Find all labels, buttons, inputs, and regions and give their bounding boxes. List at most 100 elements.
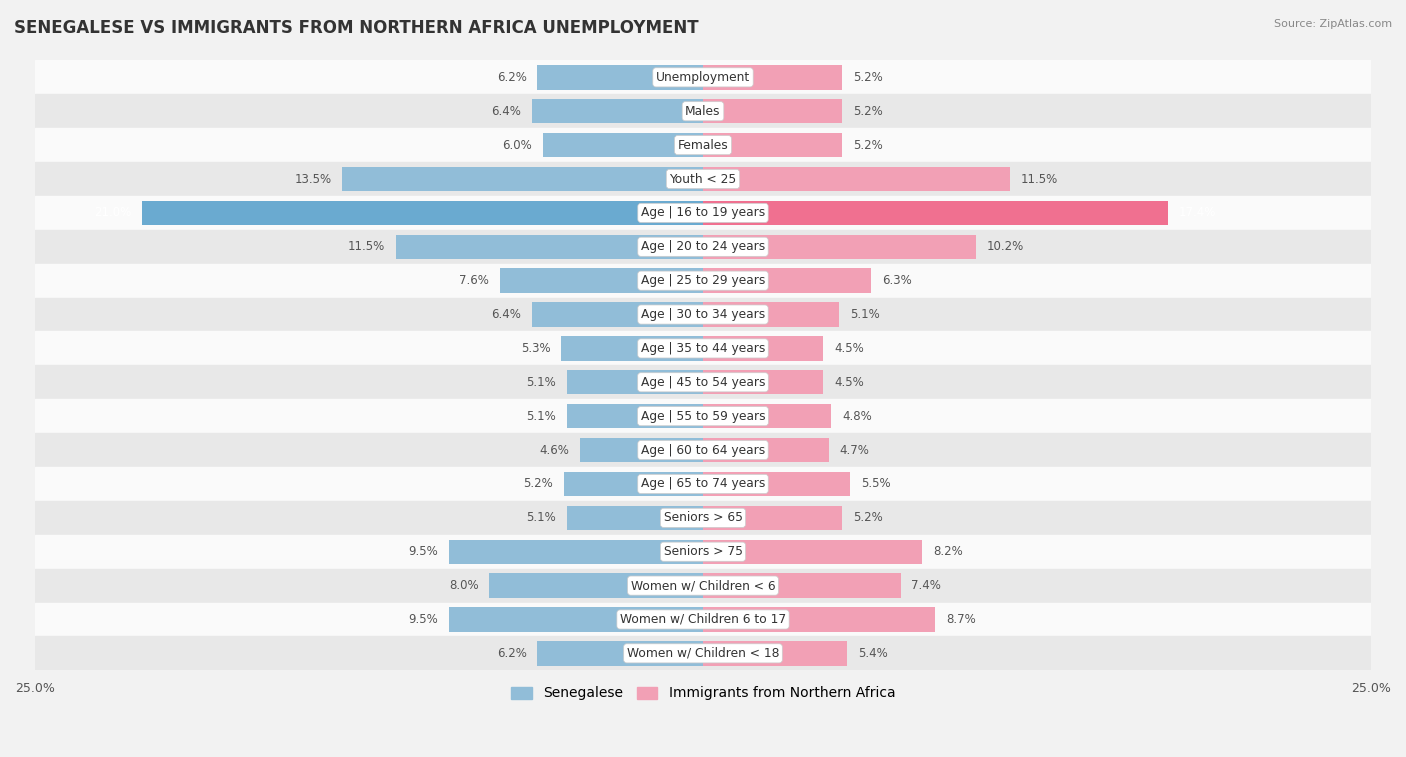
Bar: [35, 399, 1371, 433]
Bar: [703, 201, 1168, 225]
Bar: [703, 573, 901, 598]
Text: Males: Males: [685, 104, 721, 118]
Bar: [567, 404, 703, 428]
Text: 5.3%: 5.3%: [522, 342, 551, 355]
Text: 4.5%: 4.5%: [834, 342, 863, 355]
Bar: [703, 607, 935, 631]
Text: Age | 16 to 19 years: Age | 16 to 19 years: [641, 207, 765, 220]
Text: 10.2%: 10.2%: [986, 240, 1024, 254]
Text: 5.4%: 5.4%: [858, 646, 887, 660]
Bar: [531, 302, 703, 327]
Text: Source: ZipAtlas.com: Source: ZipAtlas.com: [1274, 19, 1392, 29]
Text: Age | 20 to 24 years: Age | 20 to 24 years: [641, 240, 765, 254]
Text: 5.2%: 5.2%: [852, 104, 883, 118]
Bar: [449, 540, 703, 564]
Bar: [564, 472, 703, 496]
Bar: [35, 298, 1371, 332]
Text: 5.5%: 5.5%: [860, 478, 890, 491]
Bar: [35, 162, 1371, 196]
Bar: [142, 201, 703, 225]
Bar: [703, 506, 842, 530]
Bar: [703, 404, 831, 428]
Bar: [703, 302, 839, 327]
Bar: [567, 506, 703, 530]
Text: Age | 55 to 59 years: Age | 55 to 59 years: [641, 410, 765, 422]
Text: 4.5%: 4.5%: [834, 375, 863, 389]
Text: 4.6%: 4.6%: [540, 444, 569, 456]
Text: Females: Females: [678, 139, 728, 151]
Legend: Senegalese, Immigrants from Northern Africa: Senegalese, Immigrants from Northern Afr…: [505, 681, 901, 706]
Bar: [35, 637, 1371, 670]
Text: Women w/ Children < 6: Women w/ Children < 6: [631, 579, 775, 592]
Text: Women w/ Children 6 to 17: Women w/ Children 6 to 17: [620, 613, 786, 626]
Text: 9.5%: 9.5%: [409, 545, 439, 558]
Text: Age | 60 to 64 years: Age | 60 to 64 years: [641, 444, 765, 456]
Bar: [35, 534, 1371, 569]
Bar: [561, 336, 703, 360]
Bar: [35, 196, 1371, 230]
Text: 5.2%: 5.2%: [523, 478, 554, 491]
Text: Age | 45 to 54 years: Age | 45 to 54 years: [641, 375, 765, 389]
Text: 6.2%: 6.2%: [496, 646, 527, 660]
Bar: [35, 467, 1371, 501]
Bar: [703, 235, 976, 259]
Text: 4.8%: 4.8%: [842, 410, 872, 422]
Text: 17.4%: 17.4%: [1178, 207, 1216, 220]
Text: 4.7%: 4.7%: [839, 444, 869, 456]
Bar: [703, 336, 824, 360]
Bar: [703, 133, 842, 157]
Text: Seniors > 75: Seniors > 75: [664, 545, 742, 558]
Bar: [703, 641, 848, 665]
Text: 5.1%: 5.1%: [851, 308, 880, 321]
Text: 25.0%: 25.0%: [1351, 682, 1391, 695]
Text: 8.0%: 8.0%: [449, 579, 478, 592]
Bar: [35, 433, 1371, 467]
Text: 25.0%: 25.0%: [15, 682, 55, 695]
Bar: [35, 501, 1371, 534]
Bar: [703, 472, 851, 496]
Bar: [35, 230, 1371, 263]
Text: SENEGALESE VS IMMIGRANTS FROM NORTHERN AFRICA UNEMPLOYMENT: SENEGALESE VS IMMIGRANTS FROM NORTHERN A…: [14, 19, 699, 37]
Text: 11.5%: 11.5%: [1021, 173, 1059, 185]
Bar: [35, 61, 1371, 95]
Bar: [703, 370, 824, 394]
Text: 6.2%: 6.2%: [496, 71, 527, 84]
Bar: [501, 269, 703, 293]
Bar: [543, 133, 703, 157]
Bar: [342, 167, 703, 192]
Bar: [537, 641, 703, 665]
Text: 5.2%: 5.2%: [852, 71, 883, 84]
Text: 6.0%: 6.0%: [502, 139, 531, 151]
Text: 5.2%: 5.2%: [852, 511, 883, 525]
Bar: [703, 65, 842, 89]
Bar: [703, 269, 872, 293]
Text: 7.6%: 7.6%: [460, 274, 489, 287]
Text: 8.2%: 8.2%: [932, 545, 963, 558]
Text: 5.1%: 5.1%: [526, 410, 555, 422]
Text: Age | 65 to 74 years: Age | 65 to 74 years: [641, 478, 765, 491]
Bar: [35, 332, 1371, 366]
Text: 7.4%: 7.4%: [911, 579, 941, 592]
Bar: [703, 438, 828, 463]
Bar: [531, 99, 703, 123]
Text: Age | 30 to 34 years: Age | 30 to 34 years: [641, 308, 765, 321]
Text: 21.0%: 21.0%: [94, 207, 131, 220]
Text: 5.1%: 5.1%: [526, 375, 555, 389]
Text: 6.4%: 6.4%: [492, 104, 522, 118]
Bar: [35, 569, 1371, 603]
Text: Age | 35 to 44 years: Age | 35 to 44 years: [641, 342, 765, 355]
Text: Unemployment: Unemployment: [655, 71, 751, 84]
Text: 5.1%: 5.1%: [526, 511, 555, 525]
Text: 8.7%: 8.7%: [946, 613, 976, 626]
Text: Age | 25 to 29 years: Age | 25 to 29 years: [641, 274, 765, 287]
Bar: [35, 95, 1371, 128]
Text: Youth < 25: Youth < 25: [669, 173, 737, 185]
Text: Seniors > 65: Seniors > 65: [664, 511, 742, 525]
Text: 9.5%: 9.5%: [409, 613, 439, 626]
Bar: [395, 235, 703, 259]
Text: 5.2%: 5.2%: [852, 139, 883, 151]
Bar: [703, 99, 842, 123]
Bar: [35, 128, 1371, 162]
Text: 11.5%: 11.5%: [347, 240, 385, 254]
Bar: [703, 167, 1011, 192]
